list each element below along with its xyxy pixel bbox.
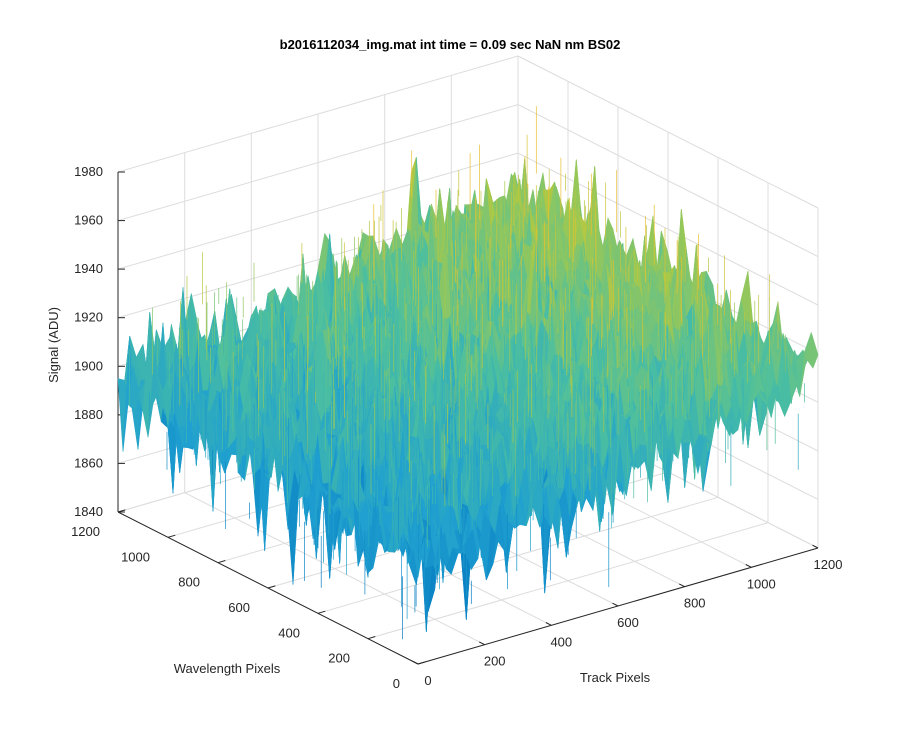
z-axis-label: Signal (ADU) [46, 307, 61, 383]
y-tick [417, 661, 426, 665]
chart-title: b2016112034_img.mat int time = 0.09 sec … [280, 37, 621, 52]
floor-grid-y [367, 522, 769, 640]
x-tick [545, 622, 552, 626]
back-wall-grid-z [117, 55, 519, 173]
back-wall-grid-z [117, 152, 519, 270]
z-tick-label: 1960 [74, 213, 103, 228]
x-tick-label: 800 [684, 596, 706, 611]
y-tick-label: 800 [178, 575, 200, 590]
x-tick-label: 200 [484, 654, 506, 669]
y-tick [367, 636, 376, 640]
right-wall-grid-z [517, 55, 819, 209]
x-tick-label: 600 [617, 615, 639, 630]
x-tick-label: 1000 [747, 576, 776, 591]
y-tick-label: 400 [278, 625, 300, 640]
y-tick-label: 200 [328, 651, 350, 666]
x-tick [612, 602, 619, 607]
y-tick [217, 560, 226, 564]
x-tick-label: 400 [550, 634, 572, 649]
z-tick-label: 1940 [74, 261, 103, 276]
x-tick [412, 660, 419, 665]
x-tick [812, 544, 819, 549]
y-tick [167, 534, 176, 538]
back-wall-grid-z [117, 104, 519, 222]
z-tick-label: 1980 [74, 164, 103, 179]
x-tick-label: 1200 [814, 557, 843, 572]
y-tick [267, 585, 276, 589]
z-tick-label: 1900 [74, 358, 103, 373]
right-wall-grid-z [517, 104, 819, 258]
z-tick-label: 1860 [74, 455, 103, 470]
y-tick [317, 610, 326, 614]
y-tick-label: 1200 [71, 524, 100, 539]
x-tick [745, 564, 752, 568]
y-axis-label: Wavelength Pixels [174, 661, 281, 676]
y-tick-label: 600 [228, 600, 250, 615]
right-wall-grid-z [517, 152, 819, 306]
z-tick-label: 1920 [74, 310, 103, 325]
z-tick-label: 1880 [74, 407, 103, 422]
surface [117, 106, 819, 640]
floor-grid-y [317, 496, 719, 614]
axes [117, 171, 819, 665]
x-tick [478, 641, 485, 646]
z-tick-label: 1840 [74, 504, 103, 519]
y-tick-label: 0 [393, 676, 400, 691]
x-axis-label: Track Pixels [580, 670, 651, 685]
x-tick [678, 583, 685, 588]
y-tick-label: 1000 [121, 549, 150, 564]
surface-patch [805, 332, 819, 369]
x-tick-label: 0 [424, 673, 431, 688]
